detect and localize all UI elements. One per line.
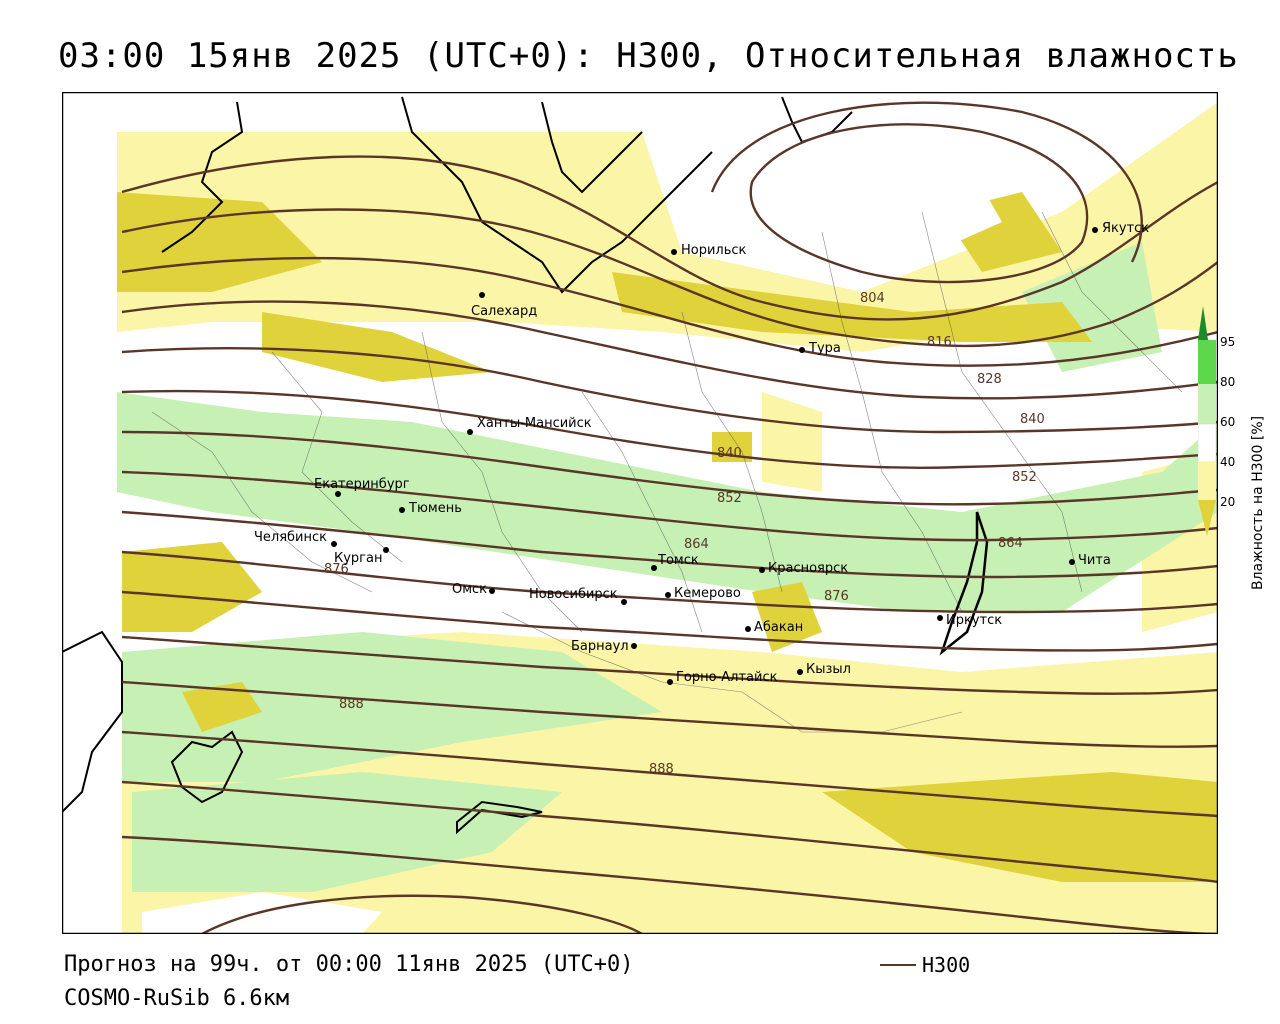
svg-text:Курган: Курган (334, 551, 382, 566)
city-khanty-mansiysk[interactable]: Ханты-Мансийск (467, 416, 592, 435)
contour-legend-label: H300 (922, 953, 971, 977)
city-novosibirsk[interactable]: Новосибирск (529, 587, 627, 605)
contour-label: 876 (324, 562, 349, 577)
colorbar-band-20-40 (1198, 462, 1216, 500)
city-yakutsk[interactable]: Якутск (1092, 221, 1149, 236)
colorbar-band-60-80 (1198, 384, 1216, 424)
svg-text:Томск: Томск (657, 553, 699, 568)
city-kyzyl[interactable]: Кызыл (797, 662, 851, 677)
svg-text:Норильск: Норильск (681, 243, 747, 258)
city-irkutsk[interactable]: Иркутск (937, 613, 1002, 628)
humidity-field (117, 102, 1218, 934)
map-frame (62, 92, 1218, 934)
svg-text:Барнаул: Барнаул (571, 639, 629, 654)
h300-contours (121, 101, 1218, 934)
svg-text:Иркутск: Иркутск (946, 613, 1002, 628)
city-kemerovo[interactable]: Кемерово (665, 586, 741, 601)
colorbar-band-80-95 (1198, 340, 1216, 384)
contour-labels: 804 816 828 840 840 852 852 864 864 876 … (324, 291, 1045, 777)
contour-label: 816 (927, 335, 952, 350)
colorbar-band-40-60 (1198, 423, 1217, 463)
colorbar-tick: 80 (1220, 375, 1235, 389)
city-salekhard[interactable]: Салехард (471, 292, 537, 319)
svg-text:Тура: Тура (808, 341, 841, 356)
svg-text:Горно-Алтайск: Горно-Алтайск (676, 670, 778, 685)
svg-text:Абакан: Абакан (754, 620, 803, 635)
humidity-dark-area (262, 312, 492, 382)
contour-label: 804 (860, 291, 885, 306)
colorbar-top-arrow (1198, 306, 1208, 340)
svg-text:Якутск: Якутск (1102, 221, 1149, 236)
svg-text:Омск: Омск (452, 582, 487, 597)
city-markers: Норильск Якутск Салехард Тура Ханты-Манс… (254, 221, 1149, 685)
contour-label: 888 (649, 762, 674, 777)
svg-text:Чита: Чита (1078, 553, 1111, 568)
contour-legend-line (880, 964, 916, 966)
humidity-dark-area (122, 542, 262, 632)
colorbar-bottom-arrow (1198, 500, 1216, 536)
city-norilsk[interactable]: Норильск (671, 243, 747, 258)
colorbar-tick: 20 (1220, 495, 1235, 509)
humidity-yellow-area (762, 392, 822, 492)
city-chita[interactable]: Чита (1069, 553, 1111, 568)
humidity-dark-area (752, 582, 822, 652)
model-name: COSMO-RuSib 6.6км (64, 986, 290, 1011)
colorbar-tick: 60 (1220, 415, 1235, 429)
contour-label: 864 (998, 536, 1023, 551)
city-omsk[interactable]: Омск (452, 582, 495, 597)
contour-label: 852 (1012, 470, 1037, 485)
contour-label: 852 (717, 491, 742, 506)
contour-label: 828 (977, 372, 1002, 387)
contour-label: 840 (1020, 412, 1045, 427)
city-tomsk[interactable]: Томск (651, 553, 699, 571)
colorbar-label: Влажность на H300 [%] (1250, 416, 1266, 590)
contour-label: 840 (717, 446, 742, 461)
colorbar-tick: 40 (1220, 455, 1235, 469)
svg-text:Тюмень: Тюмень (408, 501, 462, 516)
svg-text:Ханты-Мансийск: Ханты-Мансийск (477, 416, 592, 431)
svg-text:Кемерово: Кемерово (674, 586, 741, 601)
svg-text:Красноярск: Красноярск (768, 561, 848, 576)
humidity-green-area (132, 772, 562, 892)
humidity-dark-area (182, 682, 262, 732)
city-gorno-altaysk[interactable]: Горно-Алтайск (667, 670, 778, 685)
weather-map[interactable]: 804 816 828 840 840 852 852 864 864 876 … (62, 92, 1218, 934)
colorbar-tick: 95 (1220, 335, 1235, 349)
city-ekaterinburg[interactable]: Екатеринбург (314, 477, 410, 497)
humidity-yellow-area (117, 102, 1218, 352)
city-tyumen[interactable]: Тюмень (399, 501, 462, 516)
humidity-dark-area (822, 772, 1218, 882)
city-barnaul[interactable]: Барнаул (571, 639, 637, 654)
humidity-dark-area (612, 272, 1092, 342)
contour-label: 876 (824, 589, 849, 604)
city-abakan[interactable]: Абакан (745, 620, 803, 635)
svg-text:Новосибирск: Новосибирск (529, 587, 618, 602)
humidity-colorbar: 95 80 60 40 20 Влажность на H300 [%] (1198, 306, 1266, 590)
city-tura[interactable]: Тура (799, 341, 841, 356)
contour-legend: H300 (880, 952, 970, 978)
humidity-green-area (122, 632, 662, 782)
contour-label: 888 (339, 697, 364, 712)
city-chelyabinsk[interactable]: Челябинск (254, 530, 337, 547)
svg-text:Салехард: Салехард (471, 304, 537, 319)
svg-text:Екатеринбург: Екатеринбург (314, 477, 410, 492)
map-title: 03:00 15янв 2025 (UTC+0): H300, Относите… (58, 36, 1239, 76)
svg-text:Челябинск: Челябинск (254, 530, 327, 545)
city-kurgan[interactable]: Курган (334, 547, 389, 566)
forecast-info: Прогноз на 99ч. от 00:00 11янв 2025 (UTC… (64, 952, 634, 977)
svg-text:Кызыл: Кызыл (806, 662, 851, 677)
city-krasnoyarsk[interactable]: Красноярск (759, 561, 848, 576)
contour-label: 864 (684, 537, 709, 552)
humidity-white-area (842, 152, 1002, 262)
